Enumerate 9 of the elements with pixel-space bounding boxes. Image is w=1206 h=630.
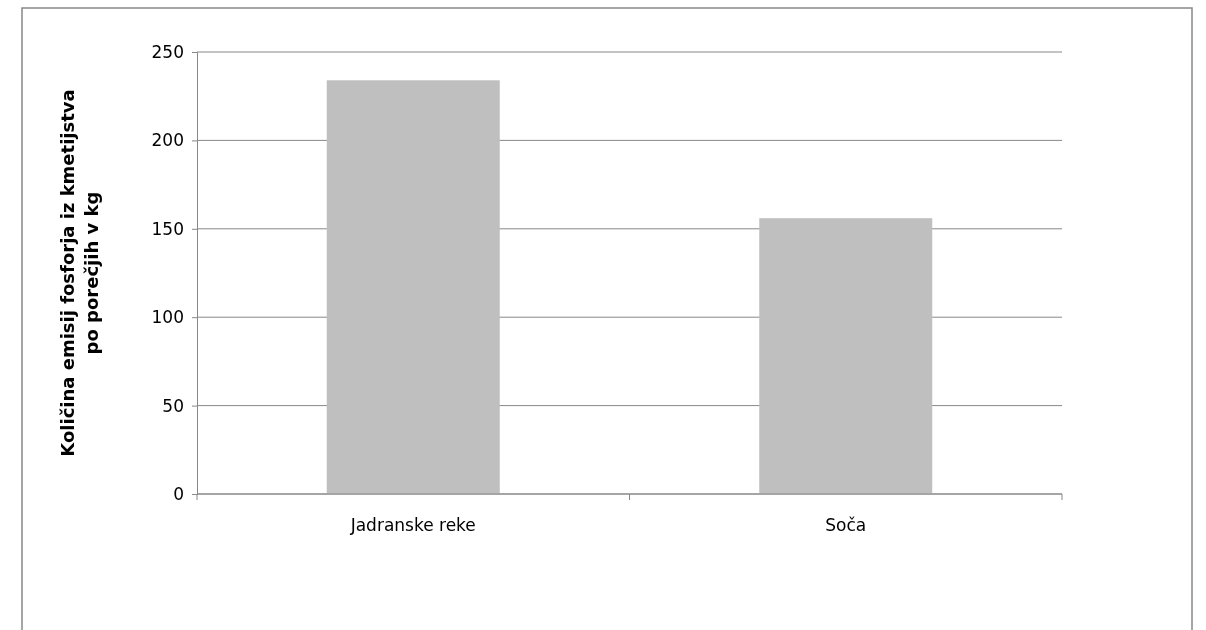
y-tick-label: 150 [151, 218, 184, 239]
y-tick-label: 250 [151, 41, 184, 62]
y-axis-title: Količina emisij fosforja iz kmetijstva po porečjih v kg [57, 89, 102, 457]
y-tick-label: 50 [162, 395, 184, 416]
x-tick-label: Soča [825, 515, 867, 535]
y-tick-label: 0 [173, 483, 184, 504]
y-tick-label: 100 [151, 307, 184, 328]
x-tick-label: Jadranske reke [349, 515, 476, 535]
y-tick-label: 200 [151, 130, 184, 151]
